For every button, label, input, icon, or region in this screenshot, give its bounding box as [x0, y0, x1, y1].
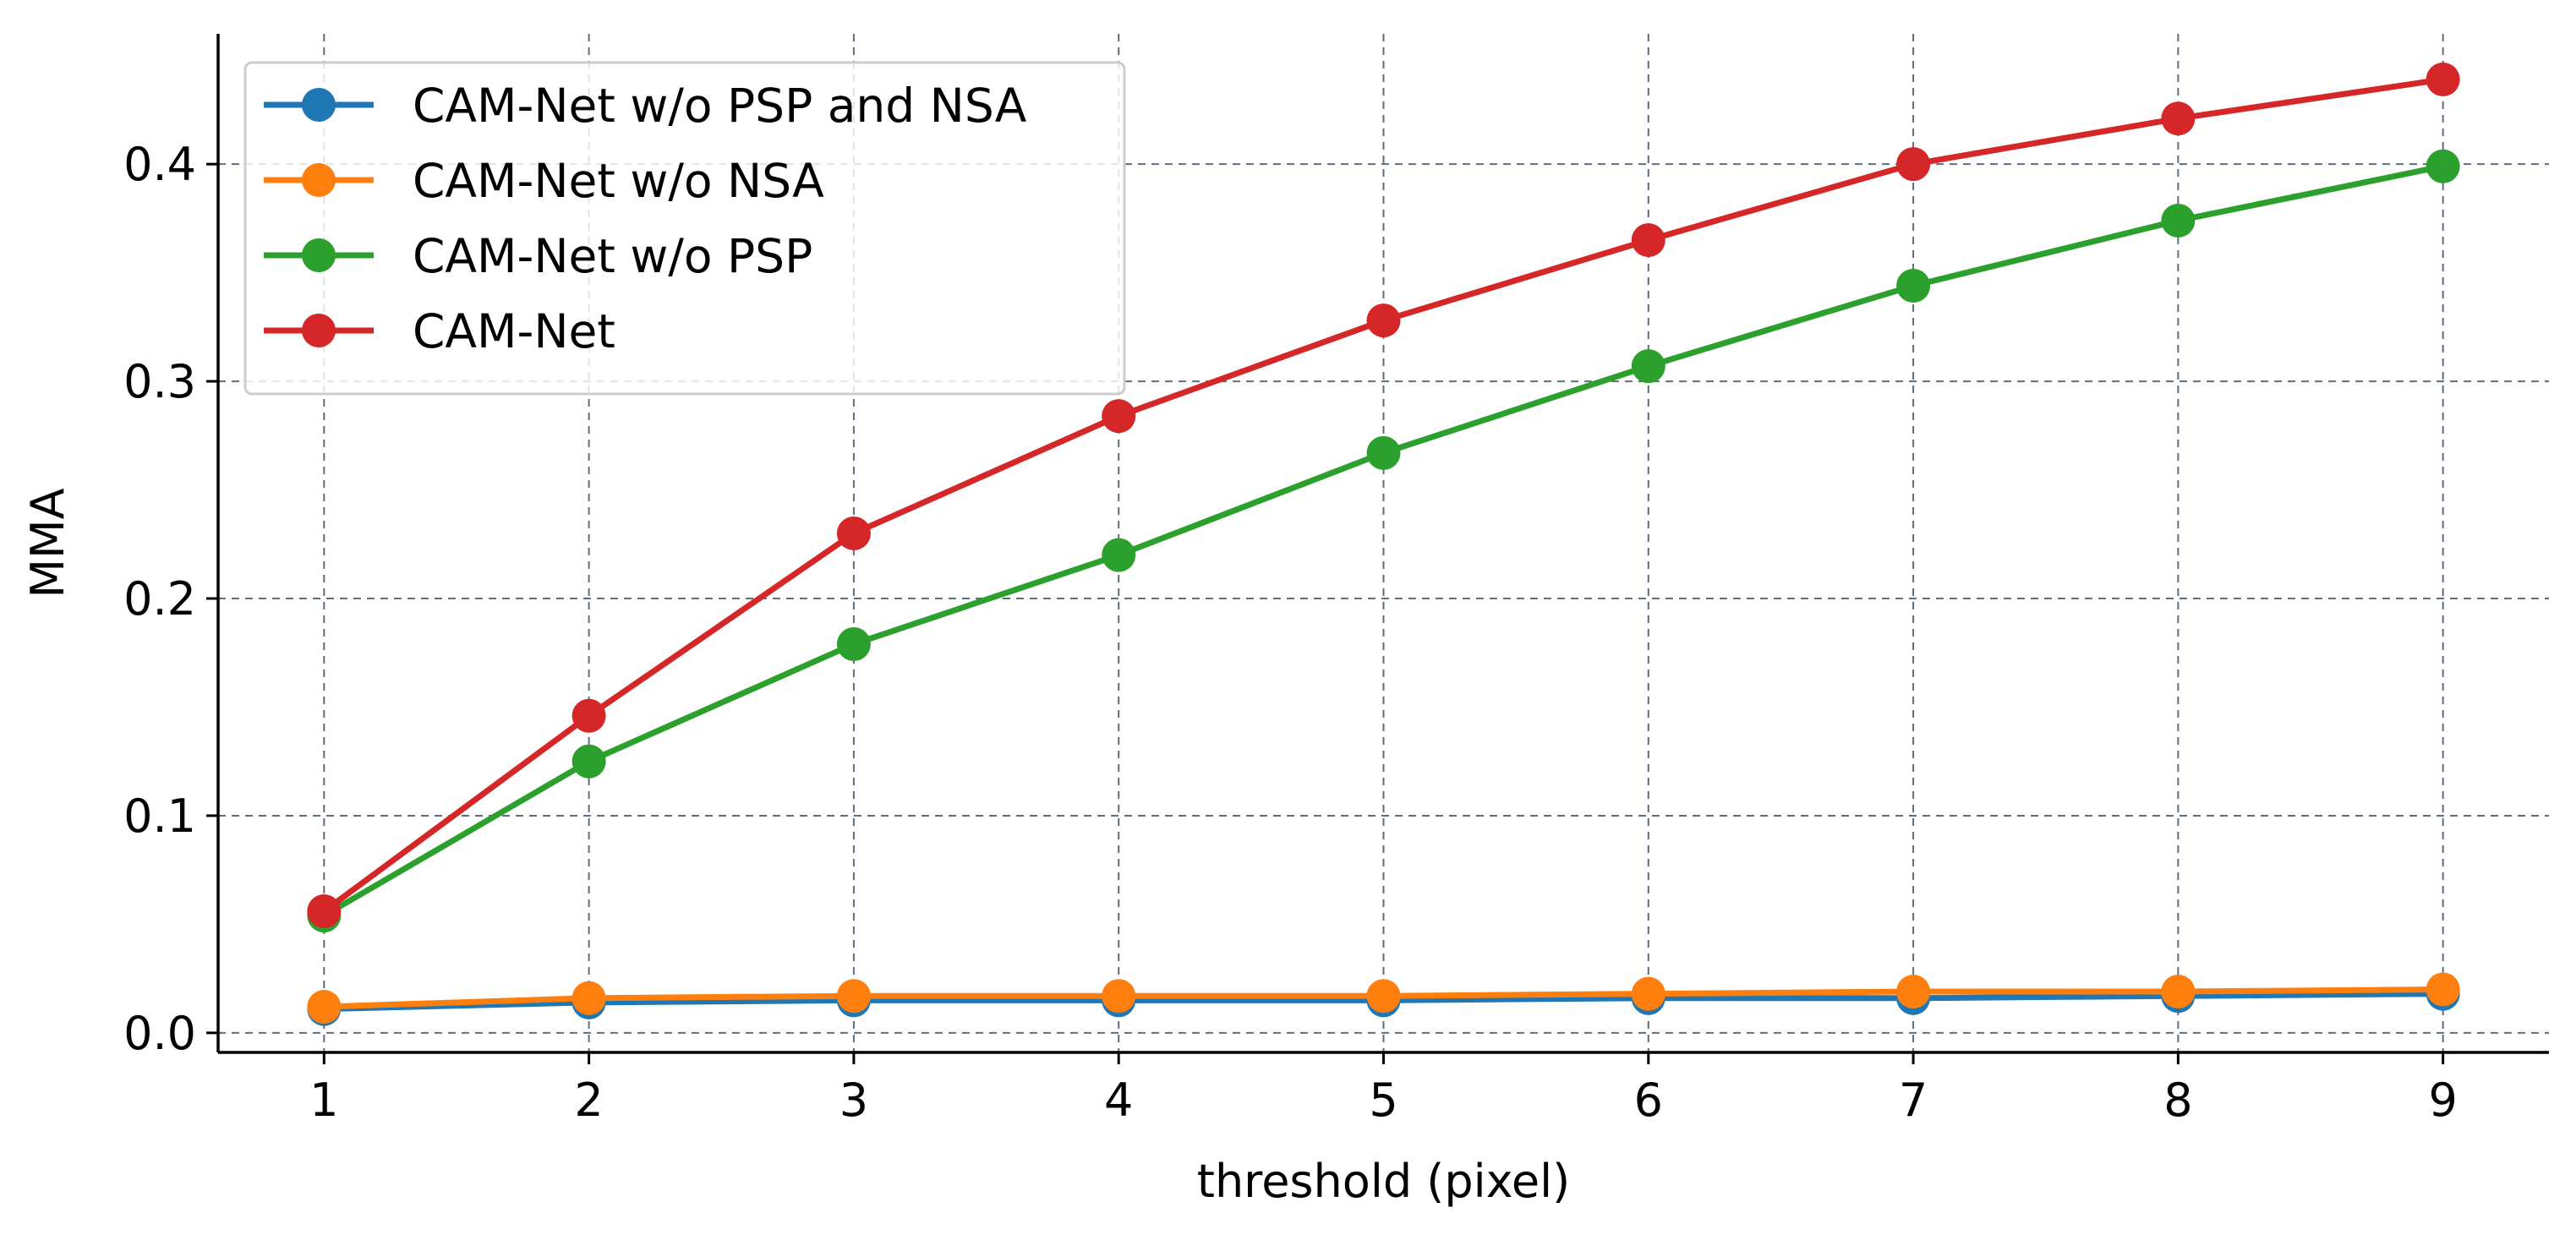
data-point: [1896, 147, 1931, 182]
x-tick-label-1: 1: [309, 1074, 338, 1127]
data-point: [836, 516, 871, 550]
y-tick-label-3: 0.2: [123, 572, 196, 626]
data-point: [1102, 979, 1136, 1014]
data-point: [2426, 972, 2460, 1007]
data-point: [1366, 303, 1401, 338]
y-tick-label-4: 0.3: [123, 355, 196, 408]
data-point: [1631, 976, 1665, 1011]
data-point: [836, 979, 871, 1014]
legend-item-1: CAM-Net w/o PSP and NSA: [264, 79, 1027, 133]
legend-label: CAM-Net w/o NSA: [413, 154, 824, 208]
y-ticks: 0.0 0.1 0.2 0.3 0.4: [123, 138, 218, 1060]
x-axis-title: threshold (pixel): [1197, 1155, 1570, 1208]
data-point: [1366, 435, 1401, 470]
x-tick-label-8: 8: [2163, 1074, 2192, 1127]
data-point: [572, 981, 606, 1015]
legend-frame: [243, 61, 1126, 396]
legend-swatch-marker: [302, 163, 336, 197]
data-point: [307, 893, 342, 928]
legend-label: CAM-Net w/o PSP and NSA: [413, 79, 1027, 133]
data-point: [1896, 975, 1931, 1009]
data-point: [1896, 269, 1931, 303]
series-4: [307, 62, 2460, 928]
y-tick-label-1: 0.0: [123, 1007, 196, 1060]
y-axis-title: MMA: [21, 488, 74, 598]
x-tick-label-6: 6: [1634, 1074, 1663, 1127]
data-point: [2161, 101, 2196, 136]
series-2: [307, 972, 2460, 1025]
data-point: [1366, 979, 1401, 1014]
legend-item-3: CAM-Net w/o PSP: [264, 229, 812, 283]
y-tick-label-5: 0.4: [123, 138, 196, 191]
data-point: [1102, 399, 1136, 434]
data-point: [307, 990, 342, 1025]
x-ticks: 1 2 3 4 5 6 7 8 9: [309, 1052, 2458, 1127]
x-tick-label-9: 9: [2429, 1074, 2458, 1127]
data-point: [1631, 349, 1665, 384]
x-tick-label-5: 5: [1369, 1074, 1397, 1127]
data-point: [2426, 149, 2460, 183]
x-tick-label-2: 2: [574, 1074, 603, 1127]
data-point: [572, 698, 606, 733]
data-point: [2161, 975, 2196, 1009]
legend-swatch-marker: [302, 238, 336, 272]
legend-swatch-marker: [302, 314, 336, 347]
data-point: [572, 744, 606, 779]
legend: CAM-Net w/o PSP and NSA CAM-Net w/o NSA CA…: [243, 61, 1126, 396]
data-point: [1631, 223, 1665, 258]
legend-item-2: CAM-Net w/o NSA: [264, 154, 824, 208]
data-point: [836, 626, 871, 661]
data-point: [2426, 62, 2460, 96]
x-tick-label-4: 4: [1104, 1074, 1133, 1127]
legend-item-4: CAM-Net: [264, 304, 615, 358]
legend-label: CAM-Net w/o PSP: [413, 229, 812, 283]
series-layer: [307, 62, 2460, 1026]
x-tick-label-3: 3: [840, 1074, 868, 1127]
legend-swatch-marker: [302, 88, 336, 122]
y-tick-label-2: 0.1: [123, 790, 196, 843]
data-point: [2161, 203, 2196, 238]
legend-label: CAM-Net: [413, 304, 615, 358]
data-point: [1102, 538, 1136, 572]
x-tick-label-7: 7: [1899, 1074, 1928, 1127]
